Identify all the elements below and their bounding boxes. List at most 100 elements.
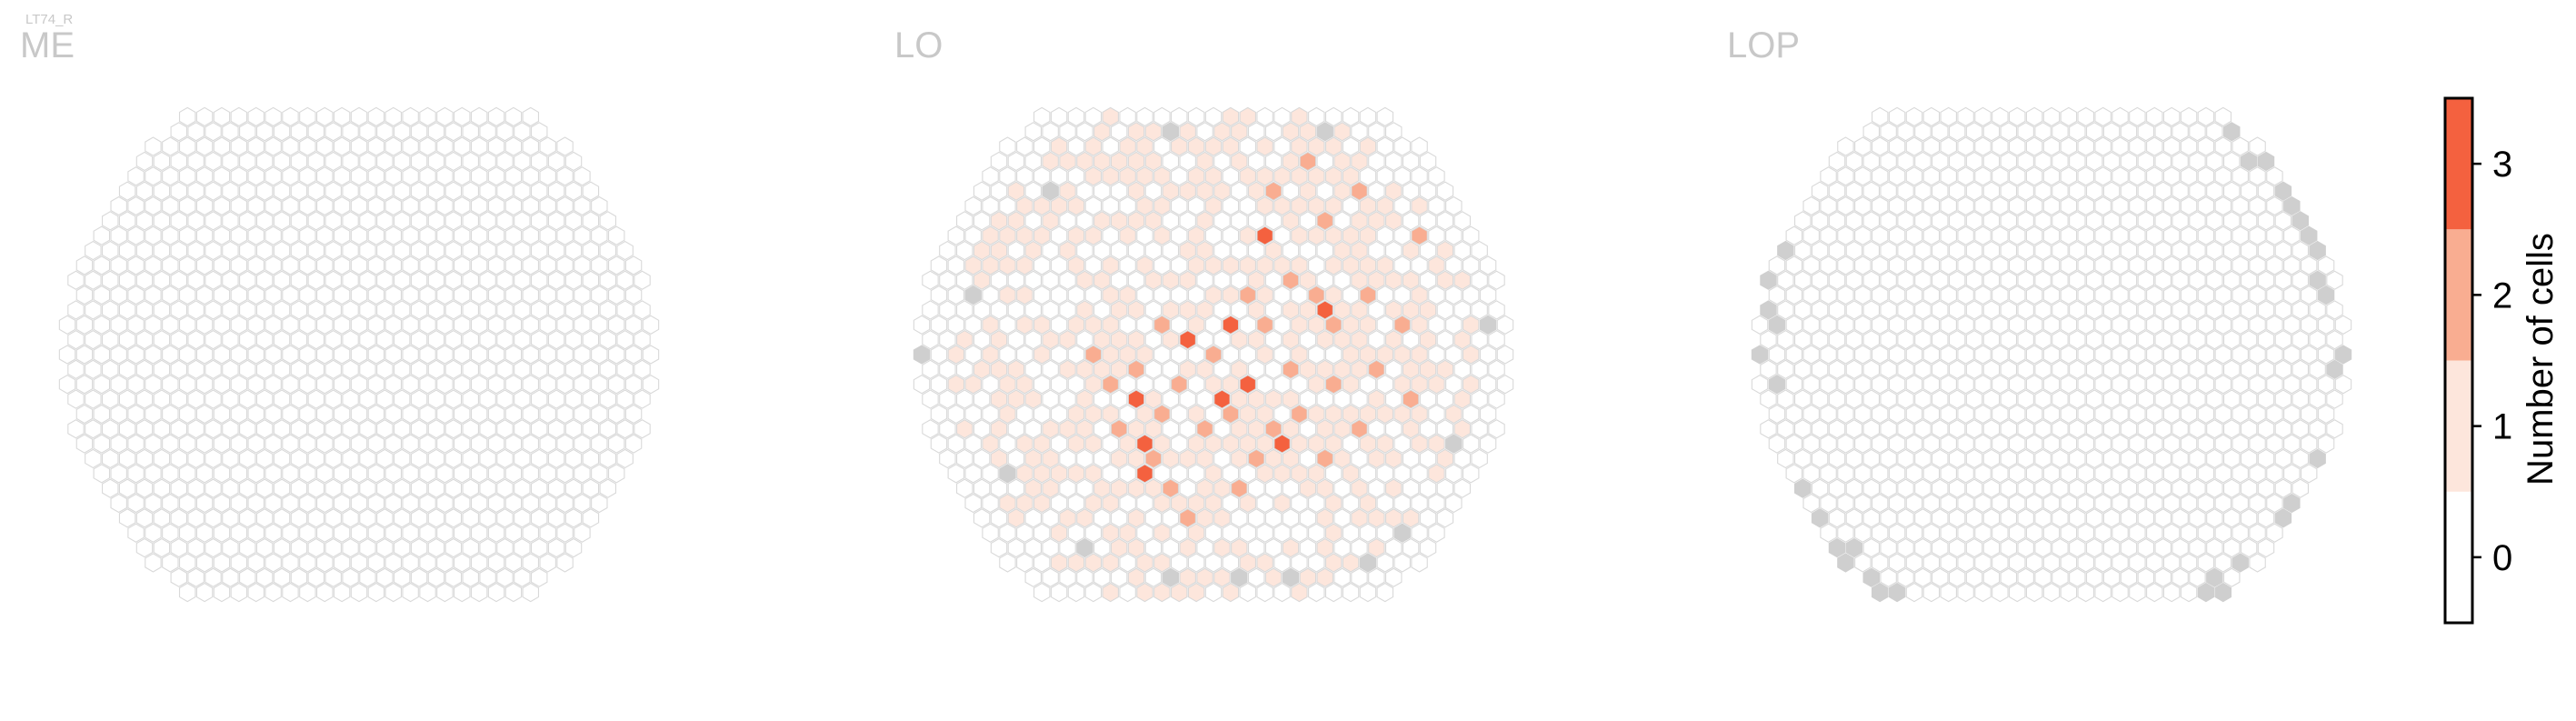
hex-cell-empty	[427, 240, 445, 261]
hex-cell-empty	[1820, 315, 1837, 335]
hex-cell-empty	[982, 493, 999, 514]
hex-cell-count-1	[1024, 240, 1042, 261]
hex-cell-empty	[1273, 404, 1291, 425]
hex-cell-empty	[2162, 345, 2181, 365]
hex-cell-empty	[1462, 285, 1480, 305]
hex-cell-count-1	[1282, 122, 1300, 142]
hex-cell-empty	[1905, 375, 1923, 395]
hex-cell-empty	[947, 434, 965, 454]
hex-cell-empty	[410, 389, 428, 409]
hex-cell-empty	[496, 419, 514, 439]
hex-cell-count-1	[1213, 508, 1231, 528]
hex-cell-empty	[2042, 464, 2061, 484]
hex-cell-count-1	[1110, 329, 1128, 350]
hex-cell-count-1	[1136, 195, 1153, 216]
hex-cell-empty	[2137, 240, 2155, 261]
hex-cell-empty	[2129, 375, 2146, 395]
hex-cell-empty	[2120, 329, 2138, 350]
hex-cell-count-1	[1291, 315, 1308, 335]
hex-cell-empty	[556, 553, 574, 573]
hex-cell-empty	[85, 270, 102, 290]
hex-cell-count-1	[1076, 151, 1093, 172]
hex-cell-empty	[2085, 329, 2103, 350]
hex-cell-empty	[2102, 270, 2121, 290]
hex-cell-empty	[145, 553, 162, 573]
hex-cell-empty	[145, 285, 162, 305]
hex-cell-empty	[1342, 136, 1360, 156]
hex-cell-empty	[273, 151, 291, 172]
hex-cell-count-1	[1231, 389, 1248, 409]
hex-cell-count-1	[1102, 582, 1119, 603]
hex-cell-empty	[1359, 523, 1377, 543]
hex-cell-empty	[2266, 375, 2283, 395]
hex-cell-empty	[1914, 211, 1932, 231]
hex-cell-count-1	[1282, 537, 1300, 558]
hex-cell-empty	[1496, 315, 1514, 335]
hex-cell-empty	[1820, 404, 1837, 425]
hex-cell-empty	[162, 553, 179, 573]
hex-cell-empty	[1428, 523, 1445, 543]
hex-cell-empty	[1820, 434, 1837, 454]
hex-cell-empty	[2180, 345, 2198, 365]
hex-cell-empty	[170, 359, 187, 380]
hex-cell-empty	[350, 464, 368, 484]
hex-cell-empty	[1050, 315, 1068, 335]
hex-cell-empty	[2102, 448, 2121, 469]
hex-cell-empty	[290, 567, 308, 587]
hex-cell-empty	[999, 195, 1016, 216]
hex-cell-empty	[2017, 508, 2034, 528]
hex-cell-empty	[454, 255, 471, 275]
hex-cell-empty	[1880, 478, 1897, 498]
hex-cell-empty	[2249, 315, 2266, 335]
hex-cell-empty	[93, 255, 111, 275]
hex-cell-empty	[2129, 464, 2146, 484]
hex-cell-count-1	[964, 375, 982, 395]
hex-cell-empty	[2120, 240, 2138, 261]
hex-cell-empty	[2137, 151, 2155, 172]
hex-cell-empty	[419, 493, 436, 514]
hex-cell-empty	[350, 493, 368, 514]
hex-cell-empty	[504, 582, 523, 603]
hex-cell-empty	[574, 493, 591, 514]
hex-cell-empty	[1811, 240, 1829, 261]
hex-cell-empty	[1076, 478, 1093, 498]
hex-cell-empty	[1982, 478, 2001, 498]
hex-cell-empty	[1462, 255, 1480, 275]
hex-cell-empty	[2257, 478, 2275, 498]
hex-cell-empty	[222, 300, 239, 320]
hex-cell-empty	[444, 419, 463, 439]
hex-cell-empty	[496, 151, 514, 172]
hex-cell-empty	[2300, 345, 2318, 365]
hex-cell-empty	[342, 478, 359, 498]
hex-cell-empty	[947, 404, 965, 425]
hex-cell-empty	[1153, 375, 1171, 395]
hex-cell-count-1	[1222, 285, 1240, 305]
hex-cell-empty	[956, 211, 973, 231]
hex-cell-empty	[299, 523, 316, 543]
hex-cell-empty	[1316, 270, 1333, 290]
hex-cell-empty	[195, 493, 214, 514]
hex-cell-empty	[462, 508, 479, 528]
hex-cell-empty	[2077, 523, 2094, 543]
hex-cell-empty	[195, 375, 214, 395]
hex-cell-empty	[247, 582, 265, 603]
hex-cell-count-1	[1102, 315, 1119, 335]
hex-cell-count-1	[1016, 285, 1033, 305]
hex-cell-empty	[2162, 375, 2181, 395]
hex-cell-empty	[205, 151, 222, 172]
hex-cell-count-1	[1222, 106, 1240, 127]
hex-cell-empty	[1905, 404, 1923, 425]
hex-cell-empty	[1333, 567, 1351, 587]
hex-cell-empty	[2102, 478, 2121, 498]
hex-cell-empty	[127, 523, 145, 543]
hex-cell-empty	[479, 419, 496, 439]
hex-cell-empty	[2009, 464, 2026, 484]
hex-cell-empty	[2300, 404, 2318, 425]
hex-cell-empty	[290, 181, 308, 201]
hex-cell-count-2	[1324, 375, 1343, 395]
hex-cell-empty	[939, 300, 956, 320]
hex-cell-empty	[1811, 329, 1829, 350]
hex-cell-empty	[2069, 508, 2086, 528]
hex-cell-empty	[2154, 329, 2172, 350]
hex-cell-empty	[265, 225, 282, 245]
